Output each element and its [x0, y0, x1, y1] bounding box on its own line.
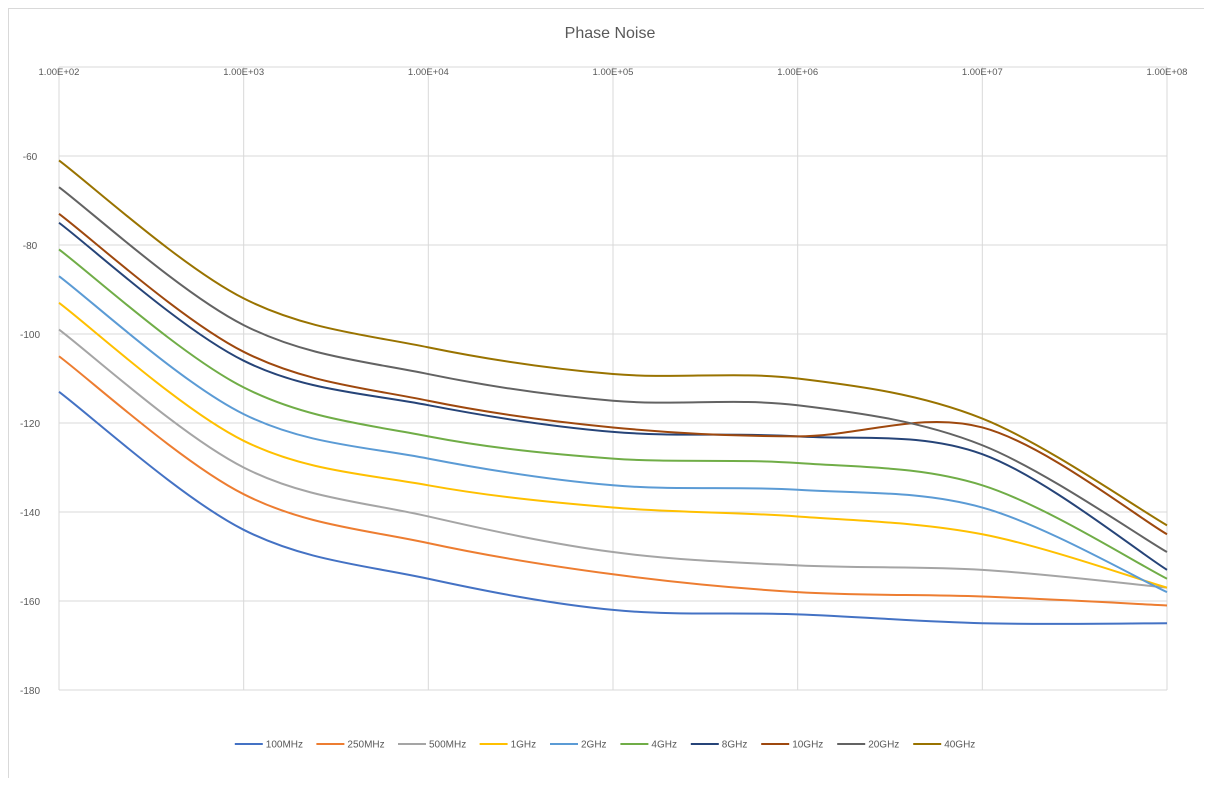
series-line-8GHz: [58, 221, 1168, 571]
y-tick-label: -120: [20, 419, 40, 430]
x-axis-ticks: 1.00E+02 1.00E+03 1.00E+04 1.00E+05 1.00E+06…: [39, 67, 1188, 78]
legend-label-4GHz: 4GHz: [651, 740, 677, 751]
y-tick-label: -160: [20, 597, 40, 608]
y-tick-label: -60: [23, 152, 38, 163]
chart-title: Phase Noise: [565, 25, 656, 42]
x-tick-label: 1.00E+05: [593, 67, 634, 78]
y-tick-label: -100: [20, 330, 40, 341]
legend-label-2GHz: 2GHz: [581, 740, 607, 751]
series-line-4GHz: [58, 248, 1168, 580]
series-line-500MHz: [58, 328, 1168, 589]
series-line-40GHz: [58, 159, 1168, 527]
series-line-1GHz: [58, 302, 1168, 589]
legend-label-8GHz: 8GHz: [722, 740, 748, 751]
legend-label-1GHz: 1GHz: [511, 740, 537, 751]
x-tick-label: 1.00E+04: [408, 67, 449, 78]
series-line-250MHz: [58, 355, 1168, 607]
gridlines: [58, 66, 1168, 691]
series-line-20GHz: [58, 186, 1168, 553]
x-tick-label: 1.00E+06: [777, 67, 818, 78]
legend-label-250MHz: 250MHz: [347, 740, 384, 751]
y-tick-label: -140: [20, 508, 40, 519]
x-tick-label: 1.00E+07: [962, 67, 1003, 78]
y-tick-label: -80: [23, 241, 38, 252]
legend-label-500MHz: 500MHz: [429, 740, 466, 751]
x-tick-label: 1.00E+08: [1147, 67, 1188, 78]
series-line-2GHz: [58, 275, 1168, 594]
legend-label-10GHz: 10GHz: [792, 740, 823, 751]
series-lines: [58, 159, 1168, 625]
series-line-10GHz: [58, 213, 1168, 536]
chart-area: [8, 8, 1204, 778]
series-line-100MHz: [58, 391, 1168, 625]
x-tick-label: 1.00E+03: [223, 67, 264, 78]
legend-label-40GHz: 40GHz: [944, 740, 975, 751]
legend-label-100MHz: 100MHz: [266, 740, 303, 751]
x-tick-label: 1.00E+02: [39, 67, 80, 78]
y-axis-ticks: -180 -160 -140 -120 -100 -80 -60: [20, 152, 40, 697]
y-tick-label: -180: [20, 686, 40, 697]
legend: 100MHz 250MHz 500MHz 1GHz 2GHz 4GHz 8GHz 10GHz 2…: [234, 740, 975, 751]
legend-label-20GHz: 20GHz: [868, 740, 899, 751]
